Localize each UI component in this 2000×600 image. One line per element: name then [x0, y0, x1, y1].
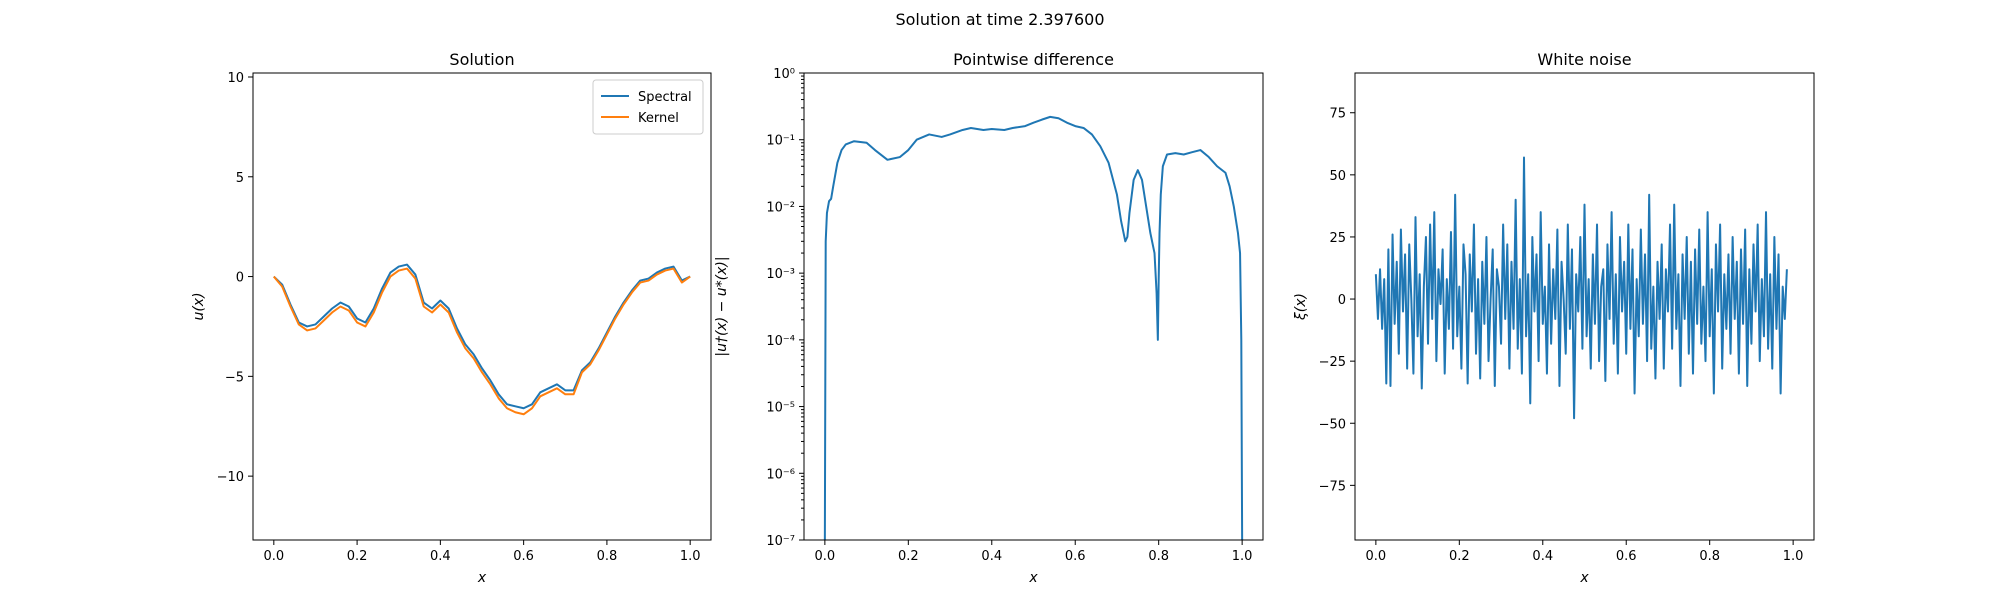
x-tick-label: 1.0 — [680, 549, 701, 564]
y-axis-label: |u†(x) − u*(x)| — [714, 256, 730, 356]
panel-title: Pointwise difference — [953, 50, 1114, 69]
legend-label-spectral: Spectral — [638, 90, 692, 105]
x-tick-label: 0.6 — [1616, 549, 1637, 564]
y-tick-label: −75 — [1319, 479, 1346, 494]
x-tick-label: 0.0 — [263, 549, 284, 564]
legend: Spectral Kernel — [592, 79, 704, 135]
x-tick-label: 0.8 — [1699, 549, 1720, 564]
y-axis-label: u(x) — [191, 292, 207, 320]
chart-panel-1: 0.0 0.2 0.4 0.6 0.8 1.0 −10 −5 0 5 10 Solution x u(x)… — [191, 50, 712, 586]
y-axis-label: ξ(x) — [1293, 293, 1309, 321]
y-tick-label: −5 — [225, 370, 244, 385]
y-tick-label: 50 — [1329, 169, 1346, 184]
x-tick-label: 1.0 — [1783, 549, 1804, 564]
series-line-spectral — [273, 263, 691, 410]
x-tick-label: 0.2 — [1449, 549, 1470, 564]
x-axis-label: x — [1579, 570, 1589, 586]
figure-title: Solution at time 2.397600 — [895, 10, 1104, 29]
y-tick-label: 10⁻² — [766, 200, 795, 215]
y-tick-label: 5 — [236, 171, 244, 186]
panel-title: White noise — [1537, 50, 1631, 69]
y-tick-label: 25 — [1329, 231, 1346, 246]
y-tick-label: 10 — [227, 71, 244, 86]
series-line-kernel — [273, 267, 691, 416]
x-tick-label: 0.4 — [1532, 549, 1553, 564]
x-tick-label: 0.8 — [597, 549, 618, 564]
y-tick-label: 0 — [236, 271, 244, 286]
y-tick-label: 10⁻⁴ — [766, 334, 795, 349]
x-tick-label: 0.0 — [815, 549, 836, 564]
x-tick-label: 0.4 — [430, 549, 451, 564]
y-tick-label: −50 — [1319, 417, 1346, 432]
x-tick-label: 0.2 — [347, 549, 368, 564]
y-tick-label: −10 — [217, 470, 244, 485]
x-tick-label: 0.2 — [898, 549, 919, 564]
plot-frame — [803, 72, 1264, 541]
y-tick-label: 10⁻⁶ — [766, 467, 795, 482]
x-axis-label: x — [477, 570, 487, 586]
x-tick-label: 0.0 — [1366, 549, 1387, 564]
y-tick-label: 10⁻³ — [766, 267, 795, 282]
y-tick-label: 10⁰ — [773, 67, 795, 82]
chart-panel-2: 0.0 0.2 0.4 0.6 0.8 1.0 10⁻⁷ 10⁻⁶ 10⁻⁵ 10⁻⁴ 10⁻³ 10… — [714, 50, 1264, 586]
y-tick-label: 10⁻⁵ — [766, 401, 795, 416]
legend-label-kernel: Kernel — [638, 111, 679, 126]
x-tick-label: 1.0 — [1232, 549, 1253, 564]
y-tick-label: 10⁻¹ — [766, 134, 795, 149]
chart-panel-3: 0.0 0.2 0.4 0.6 0.8 1.0 −75 −50 −25 0 25 50 75 White … — [1293, 50, 1815, 586]
legend-box — [592, 79, 704, 135]
plot-frame — [252, 72, 712, 541]
chart-panels: 0.0 0.2 0.4 0.6 0.8 1.0−10−50510Solutionxu(x)… — [191, 50, 1815, 586]
y-tick-label: 0 — [1338, 293, 1346, 308]
y-tick-label: 75 — [1329, 107, 1346, 122]
y-tick-label: −25 — [1319, 355, 1346, 370]
x-tick-label: 0.8 — [1148, 549, 1169, 564]
x-axis-label: x — [1028, 570, 1038, 586]
series-line-1 — [823, 115, 1244, 540]
y-tick-label: 10⁻⁷ — [766, 534, 795, 549]
x-tick-label: 0.6 — [1065, 549, 1086, 564]
panel-title: Solution — [449, 50, 514, 69]
x-tick-label: 0.4 — [981, 549, 1002, 564]
plot-frame — [1354, 72, 1815, 541]
x-tick-label: 0.6 — [513, 549, 534, 564]
series-line-1 — [1374, 156, 1788, 420]
